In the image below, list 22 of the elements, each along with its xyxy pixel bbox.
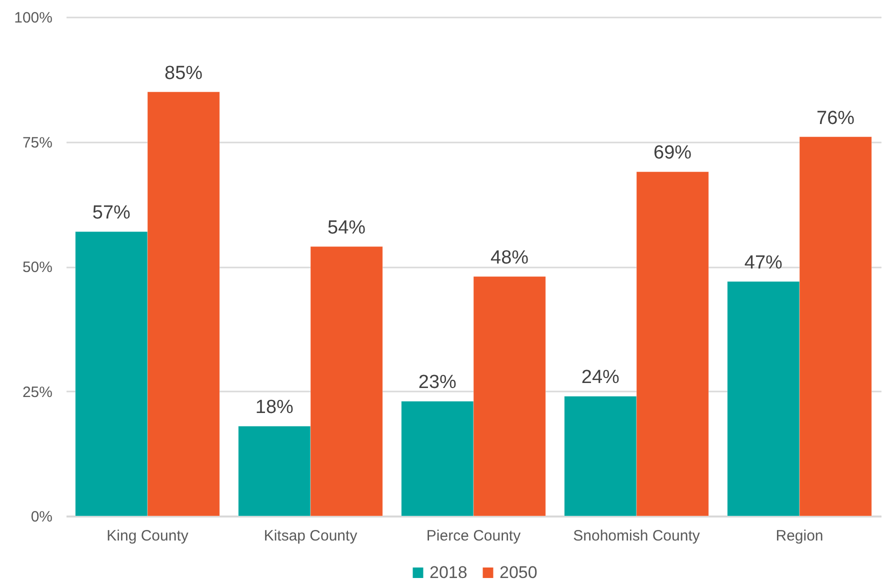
x-tick-label: Pierce County (426, 528, 522, 544)
data-label: 47% (744, 252, 783, 274)
data-label: 24% (581, 367, 620, 388)
data-label: 57% (92, 202, 131, 224)
y-tick-label: 25% (22, 384, 52, 401)
y-tick-label: 75% (22, 134, 52, 152)
legend-label: 2050 (500, 562, 538, 582)
x-tick-label: Snohomish County (573, 528, 700, 544)
y-tick-label: 0% (30, 508, 52, 526)
data-label: 48% (490, 247, 529, 268)
data-label: 23% (418, 372, 457, 394)
data-label: 18% (255, 397, 294, 418)
legend-label: 2018 (430, 562, 468, 582)
data-label: 76% (816, 108, 855, 129)
y-tick-label: 100% (14, 10, 52, 26)
x-tick-label: Region (776, 528, 824, 544)
x-tick-label: Kitsap County (264, 528, 358, 544)
y-tick-label: 50% (22, 259, 52, 276)
data-label: 85% (164, 62, 203, 84)
data-label: 69% (654, 142, 692, 164)
x-tick-label: King County (106, 528, 189, 544)
data-label: 54% (328, 218, 366, 239)
